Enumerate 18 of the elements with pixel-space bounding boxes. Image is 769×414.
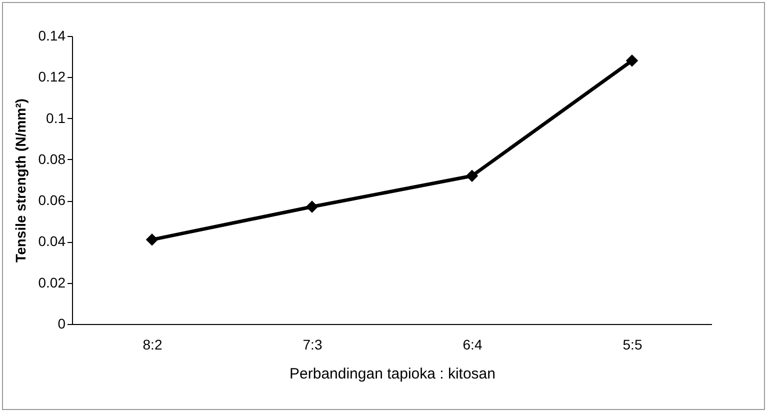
point — [626, 54, 638, 67]
y-tick-label: 0.02 — [38, 274, 66, 290]
y-tick-label: 0.08 — [38, 150, 66, 167]
point — [466, 170, 478, 182]
y-tick-label: 0.1 — [46, 110, 66, 126]
point — [306, 200, 318, 213]
y-tick-label: 0.14 — [38, 28, 66, 44]
y-tick-label: 0.12 — [38, 68, 66, 85]
x-tick-label: 8:2 — [142, 336, 162, 352]
x-axis-title: Perbandingan tapioka : kitosan — [290, 366, 496, 382]
x-tick-label: 7:3 — [302, 336, 322, 352]
y-tick-label: 0.04 — [38, 233, 66, 250]
y-axis-title: Tensile strength (N/mm²) — [12, 98, 28, 262]
y-tick-label: 0 — [58, 316, 66, 332]
x-tick-label: 6:4 — [462, 336, 482, 352]
point — [146, 234, 158, 246]
x-tick-label: 5:5 — [622, 336, 642, 352]
y-tick-label: 0.06 — [38, 192, 66, 208]
